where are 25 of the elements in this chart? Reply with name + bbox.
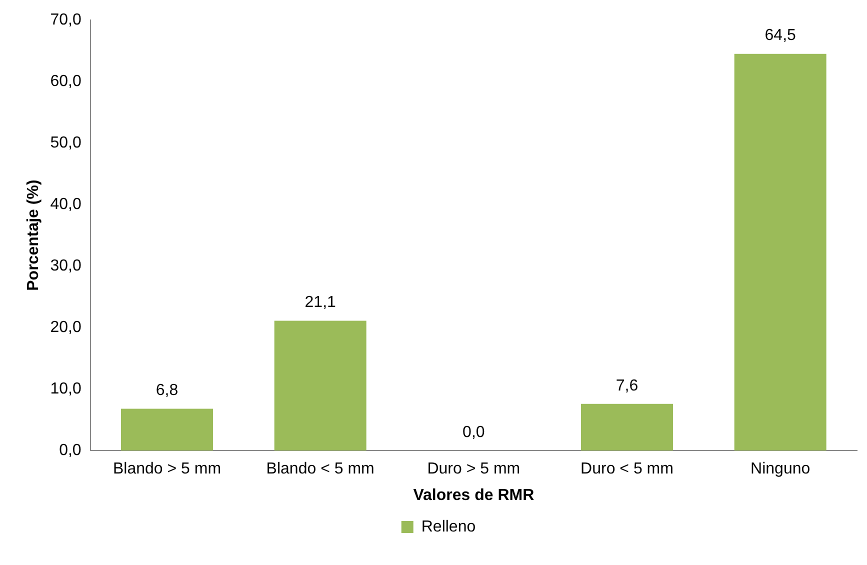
- bar: [274, 320, 366, 451]
- x-tick-label: Duro < 5 mm: [580, 460, 674, 478]
- x-tick-label: Blando > 5 mm: [112, 460, 222, 478]
- data-label: 64,5: [764, 27, 796, 44]
- bar: [734, 54, 826, 451]
- bar: [121, 408, 214, 451]
- data-label: 7,6: [616, 377, 638, 394]
- data-label: 0,0: [462, 424, 485, 442]
- y-tick-label: 50,0: [50, 134, 82, 152]
- x-tick-label: Duro > 5 mm: [427, 460, 520, 478]
- y-tick-label: 10,0: [50, 380, 82, 398]
- x-tick-label: Ninguno: [750, 460, 810, 478]
- y-axis-title: Porcentaje (%): [25, 180, 42, 291]
- x-axis-title: Valores de RMR: [413, 486, 535, 504]
- y-tick-label: 60,0: [50, 72, 82, 90]
- legend-label: Relleno: [421, 518, 476, 536]
- y-tick-label: 20,0: [50, 318, 82, 336]
- bar: [581, 404, 673, 451]
- data-label: 6,8: [156, 382, 178, 400]
- y-tick-label: 70,0: [50, 11, 82, 28]
- y-tick-label: 0,0: [59, 442, 82, 460]
- x-tick-label: Blando < 5 mm: [266, 460, 374, 478]
- y-tick-label: 30,0: [50, 257, 82, 274]
- y-tick-label: 40,0: [50, 196, 82, 213]
- data-label: 21,1: [304, 294, 336, 312]
